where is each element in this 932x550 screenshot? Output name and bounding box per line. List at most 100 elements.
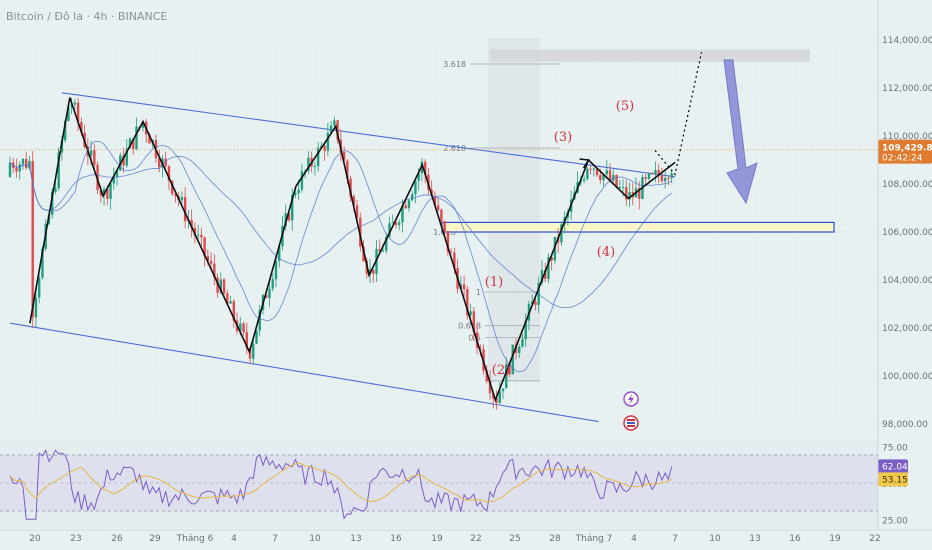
y-tick-label: 102,000.00 xyxy=(882,324,932,334)
candle-body xyxy=(196,234,200,236)
candle-body xyxy=(537,282,540,305)
x-tick-label: 28 xyxy=(549,534,561,544)
x-tick-label: 19 xyxy=(431,534,443,544)
candle-body xyxy=(190,219,193,228)
candle-body xyxy=(239,323,242,332)
candle-body xyxy=(76,102,80,123)
wave-label: (1) xyxy=(485,275,503,290)
candle-body xyxy=(326,132,330,152)
candle-body xyxy=(534,301,537,305)
candle-body xyxy=(158,158,161,168)
candle-body xyxy=(219,279,223,293)
candle-body xyxy=(106,189,109,199)
candle-body xyxy=(115,170,119,178)
zigzag-arrowhead xyxy=(579,158,590,169)
x-tick-label: 7 xyxy=(672,534,678,544)
candle-body xyxy=(628,192,631,200)
candle-body xyxy=(508,364,511,375)
chart-title: Bitcoin / Đô la · 4h · BINANCE xyxy=(6,10,167,23)
candle-body xyxy=(34,297,38,318)
rsi-ma-line xyxy=(9,462,672,503)
candle-body xyxy=(423,161,427,175)
candle-body xyxy=(488,381,492,394)
x-tick-label: 25 xyxy=(509,534,520,544)
candle-body xyxy=(54,188,57,192)
candle-body xyxy=(433,195,437,206)
candle-body xyxy=(524,320,527,340)
y-tick-label: 98,000.00 xyxy=(882,420,928,430)
candle-body xyxy=(355,205,359,218)
x-tick-label: 29 xyxy=(149,534,161,544)
wave-label: (4) xyxy=(597,245,615,260)
candle-body xyxy=(193,227,197,236)
lightning-icon[interactable] xyxy=(623,391,639,407)
candle-body xyxy=(141,121,145,128)
current-price-countdown: 02:42:24 xyxy=(882,154,923,164)
rsi-current-value: 62.04 xyxy=(882,462,908,472)
candle-body xyxy=(209,260,213,264)
candle-body xyxy=(89,150,93,156)
candle-body xyxy=(99,189,103,196)
x-tick-label: 19 xyxy=(829,534,841,544)
candle-body xyxy=(440,209,443,222)
candle-body xyxy=(352,196,356,206)
current-price-badge xyxy=(878,139,932,164)
candle-body xyxy=(300,171,304,190)
candle-body xyxy=(31,161,34,318)
candle-body xyxy=(174,193,177,197)
x-tick-label: 10 xyxy=(709,534,721,544)
current-price-value: 109,429.81 xyxy=(882,144,932,154)
candle-body xyxy=(67,106,70,121)
candle-body xyxy=(381,250,385,252)
candle-body xyxy=(255,330,258,344)
x-tick-label: 7 xyxy=(272,534,278,544)
candle-body xyxy=(485,370,488,382)
candle-body xyxy=(644,177,647,179)
x-tick-label: 20 xyxy=(29,534,41,544)
candle-body xyxy=(252,343,255,359)
candle-body xyxy=(287,213,291,221)
candle-body xyxy=(18,164,21,172)
candle-body xyxy=(670,173,673,179)
candle-body xyxy=(206,256,210,261)
candle-body xyxy=(453,252,456,268)
rsi-line xyxy=(9,449,673,520)
candle-body xyxy=(394,222,398,225)
candle-body xyxy=(518,346,521,353)
candle-body xyxy=(550,257,553,261)
x-tick-label: 13 xyxy=(749,534,760,544)
candle-body xyxy=(560,224,563,243)
candle-body xyxy=(265,294,268,299)
candle-body xyxy=(446,231,450,252)
candle-body xyxy=(605,170,609,175)
candle-body xyxy=(170,180,174,194)
candle-body xyxy=(25,158,28,169)
candle-body xyxy=(232,301,236,321)
candle-body xyxy=(495,398,498,403)
candle-body xyxy=(50,191,54,215)
candle-body xyxy=(657,170,660,176)
candle-body xyxy=(222,279,226,294)
moving-average-slow xyxy=(9,155,672,309)
x-tick-label: 22 xyxy=(869,534,880,544)
wave-label: (3) xyxy=(554,130,572,145)
candle-body xyxy=(112,177,115,184)
candle-body xyxy=(41,248,44,278)
rsi-ma-badge xyxy=(878,472,908,487)
candle-body xyxy=(547,257,550,279)
fib-level-label: 0.618 xyxy=(458,322,481,331)
candle-body xyxy=(667,177,670,179)
y-tick-label: 100,000.00 xyxy=(882,372,932,382)
candle-body xyxy=(589,168,592,170)
candle-body xyxy=(621,186,625,188)
flag-icon[interactable] xyxy=(623,415,639,431)
candle-body xyxy=(109,183,112,199)
candle-body xyxy=(592,168,596,170)
candle-body xyxy=(248,348,252,359)
candle-body xyxy=(284,213,287,227)
y-tick-label: 104,000.00 xyxy=(882,276,932,286)
x-tick-label: 22 xyxy=(470,534,481,544)
